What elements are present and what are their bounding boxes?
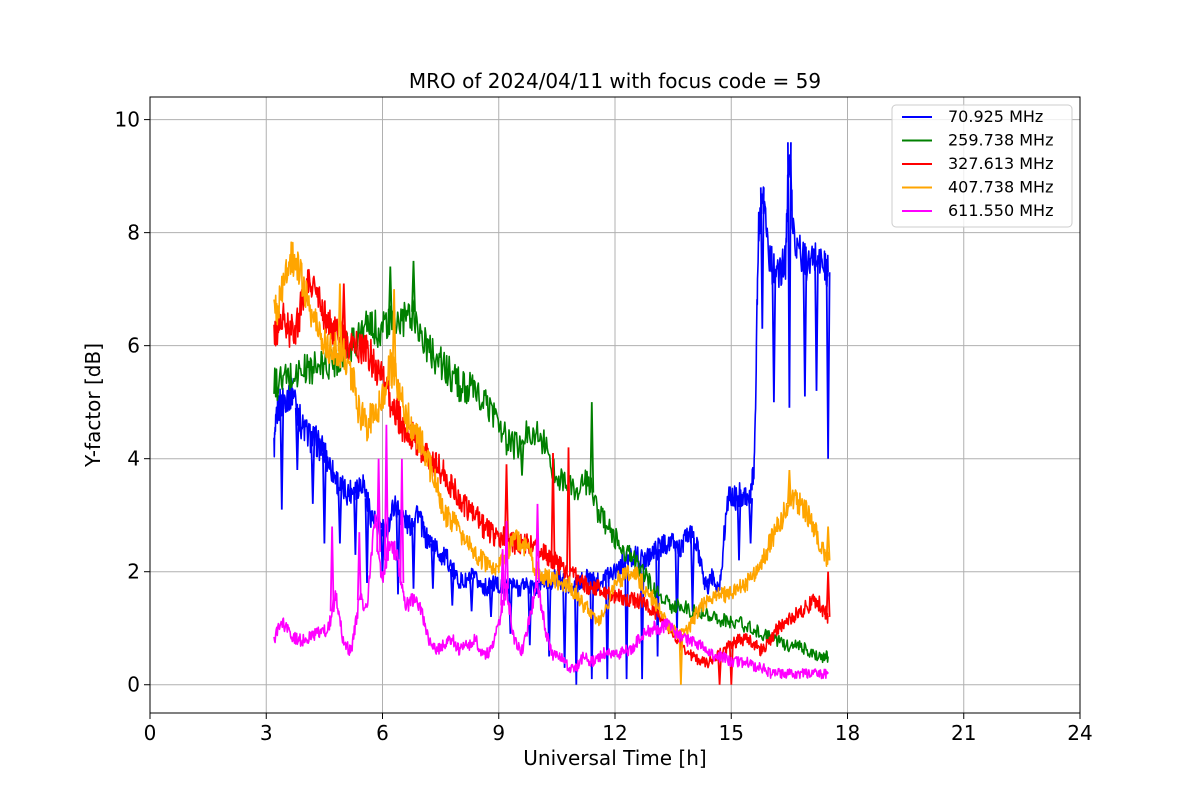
- x-tick-label: 12: [602, 721, 627, 745]
- y-tick-label: 6: [127, 334, 140, 358]
- series-spike: [411, 517, 416, 589]
- series-spike: [705, 580, 711, 595]
- series-line: [273, 268, 829, 669]
- x-tick-label: 9: [492, 721, 505, 745]
- series-spike: [655, 549, 660, 657]
- series-line: [273, 514, 829, 680]
- series-spike: [504, 464, 509, 538]
- series-spike: [469, 577, 474, 612]
- series-spike: [519, 441, 525, 476]
- series-spike: [825, 526, 831, 561]
- series-spike: [337, 283, 343, 352]
- series-spike: [566, 447, 571, 572]
- series-spike: [449, 568, 455, 606]
- x-tick-label: 21: [951, 721, 976, 745]
- x-tick-label: 18: [835, 721, 860, 745]
- series-spike: [341, 283, 347, 341]
- series-line: [273, 241, 829, 641]
- series-spike: [814, 255, 819, 391]
- series-spike: [504, 520, 509, 589]
- series-spike: [399, 458, 405, 584]
- series-spike: [356, 532, 362, 601]
- series-3: [273, 268, 831, 685]
- series-spike: [500, 549, 505, 606]
- series-spike: [322, 452, 327, 544]
- series-spike: [279, 402, 285, 510]
- series-spike: [759, 187, 765, 329]
- legend-label: 611.550 MHz: [948, 201, 1053, 220]
- y-tick-label: 4: [127, 447, 140, 471]
- series-spike: [329, 526, 335, 612]
- y-axis-label: Y-factor [dB]: [81, 343, 105, 468]
- y-tick-label: 2: [127, 560, 140, 584]
- series-spike: [387, 266, 393, 324]
- series-spike: [395, 509, 401, 595]
- series-spike: [294, 407, 300, 471]
- series-4: [273, 241, 831, 685]
- x-tick-label: 0: [144, 721, 157, 745]
- series-spike: [310, 438, 316, 504]
- legend-label: 407.738 MHz: [948, 178, 1053, 197]
- y-tick-label: 8: [127, 221, 140, 245]
- series-spike: [546, 582, 552, 657]
- series-spike: [376, 458, 381, 552]
- series-spike: [535, 503, 540, 584]
- series-spike: [736, 495, 742, 561]
- series-spike: [802, 260, 808, 397]
- series-spike: [787, 469, 792, 504]
- series-spike: [527, 585, 533, 646]
- series-spike: [411, 260, 416, 312]
- series-spike: [825, 272, 831, 459]
- series-spike: [825, 571, 831, 617]
- series-spike: [488, 585, 494, 617]
- series-line: [273, 154, 829, 598]
- series-spike: [550, 452, 556, 561]
- legend-label: 259.738 MHz: [948, 131, 1053, 150]
- x-axis-label: Universal Time [h]: [523, 746, 706, 770]
- series-spike: [748, 498, 753, 544]
- legend: 70.925 MHz 259.738 MHz 327.613 MHz 407.738 …: [891, 104, 1073, 228]
- x-tick-label: 15: [719, 721, 744, 745]
- series-spike: [364, 498, 370, 584]
- series-spike: [771, 269, 777, 403]
- series-spike: [562, 582, 567, 668]
- x-tick-label: 6: [376, 721, 389, 745]
- series-layer: [273, 142, 831, 685]
- legend-label: 327.613 MHz: [948, 154, 1053, 173]
- series-spike: [306, 277, 312, 287]
- y-tick-label: 0: [127, 673, 140, 697]
- series-spike: [604, 574, 610, 680]
- chart-title: MRO of 2024/04/11 with focus code = 59: [409, 69, 821, 93]
- series-spike: [589, 402, 595, 493]
- series-spike: [678, 633, 684, 685]
- y-tick-label: 10: [115, 108, 140, 132]
- legend-label: 70.925 MHz: [948, 107, 1043, 126]
- series-spike: [353, 486, 358, 555]
- series-spike: [787, 142, 792, 408]
- series-spike: [337, 486, 343, 544]
- x-tick-label: 24: [1067, 721, 1092, 745]
- legend-box: [891, 104, 1073, 228]
- series-5: [273, 424, 829, 680]
- series-spike: [717, 653, 722, 685]
- series-spike: [384, 424, 389, 561]
- x-tick-label: 3: [260, 721, 273, 745]
- series-spike: [508, 582, 513, 634]
- series-spike: [573, 585, 579, 685]
- series-spike: [391, 289, 397, 377]
- series-spike: [430, 543, 436, 589]
